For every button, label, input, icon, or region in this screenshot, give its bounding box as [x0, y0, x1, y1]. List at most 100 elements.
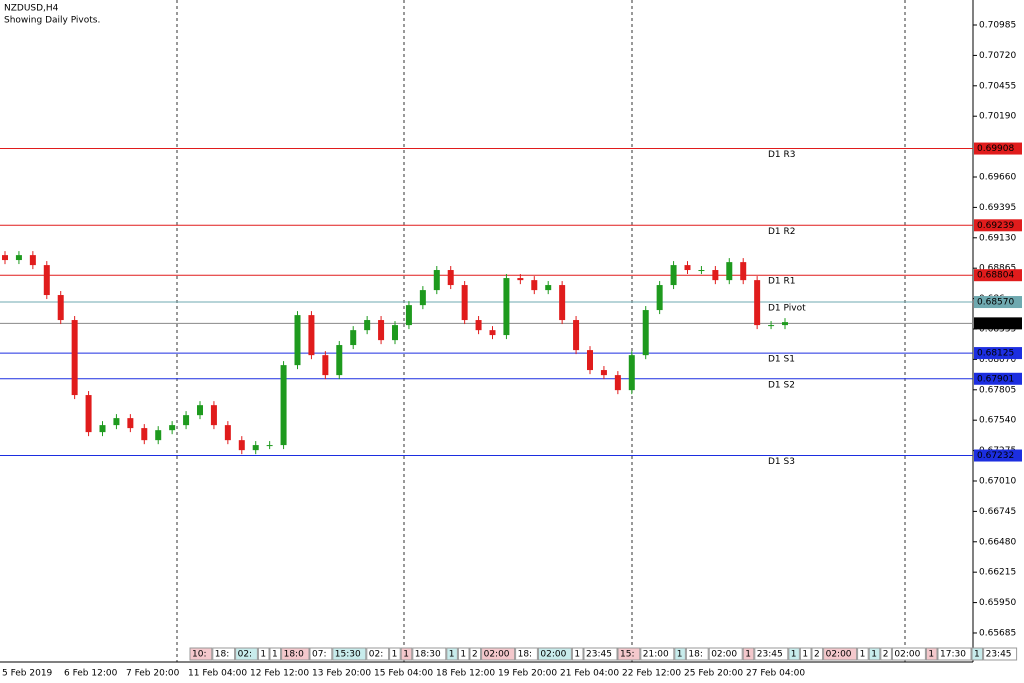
time-marker-box: [880, 647, 892, 661]
x-tick-label: 5 Feb 2019: [2, 669, 53, 679]
candle-body: [15, 255, 22, 261]
time-marker-box: [857, 647, 869, 661]
candle-body: [573, 320, 580, 351]
candle-body: [57, 295, 64, 321]
candle-body: [252, 445, 259, 451]
candle-body: [489, 330, 496, 336]
time-marker-box: [640, 647, 675, 661]
candle-body: [656, 285, 663, 311]
time-marker-box: [446, 647, 458, 661]
time-marker: 15:30: [335, 650, 361, 660]
time-marker-box: [332, 647, 367, 661]
x-tick-label: 27 Feb 04:00: [746, 669, 805, 679]
y-tick-label: 0.67805: [979, 385, 1016, 395]
time-marker-box: [583, 647, 618, 661]
pivot-name: D1 Pivot: [768, 304, 806, 314]
time-marker-box: [799, 647, 812, 661]
candle-body: [503, 278, 510, 336]
price-badge: [974, 296, 1022, 309]
price-badge-label: 0.67901: [977, 374, 1014, 384]
chart-subtitle: Showing Daily Pivots.: [4, 16, 100, 26]
time-marker-box: [571, 647, 584, 661]
x-tick-label: 6 Feb 12:00: [64, 669, 118, 679]
candle-body: [2, 255, 8, 261]
time-marker: 15:: [620, 650, 634, 660]
pivot-name: D1 R3: [768, 150, 796, 160]
y-tick-label: 0.65950: [979, 598, 1016, 608]
time-marker-box: [212, 647, 236, 661]
candle-body: [628, 355, 635, 391]
candle-body: [29, 255, 36, 266]
time-marker: 1: [403, 650, 409, 660]
time-marker: 07:: [312, 650, 326, 660]
candle-body: [419, 290, 426, 306]
time-marker-box: [971, 647, 984, 661]
time-marker-box: [937, 647, 972, 661]
candle-body: [322, 355, 329, 376]
candle-body: [141, 428, 148, 441]
x-tick-label: 15 Feb 04:00: [374, 669, 433, 679]
candle-body: [545, 285, 552, 291]
candle-body: [183, 415, 190, 426]
time-marker-box: [457, 647, 470, 661]
time-marker: 18:: [215, 650, 229, 660]
x-tick-label: 7 Feb 20:00: [126, 669, 180, 679]
time-marker: 02:00: [894, 650, 920, 660]
candle-body: [670, 265, 677, 286]
candle-body: [782, 322, 788, 326]
time-marker-box: [617, 647, 641, 661]
y-tick-label: 0.66480: [979, 537, 1016, 547]
y-tick-label: 0.69130: [979, 233, 1016, 243]
x-tick-label: 19 Feb 20:00: [498, 669, 557, 679]
day-separators: [176, 0, 906, 662]
y-tick-label: 0.69395: [979, 203, 1016, 213]
time-marker-box: [309, 647, 333, 661]
pivot-name: D1 S3: [768, 457, 795, 467]
price-badge: [974, 269, 1022, 282]
time-marker-box: [281, 647, 310, 661]
candle-body: [433, 270, 440, 291]
time-marker: 1: [860, 650, 866, 660]
time-marker: 23:45: [986, 650, 1012, 660]
x-tick-label: 12 Feb 12:00: [250, 669, 309, 679]
candle-body: [392, 325, 398, 341]
time-marker-box: [754, 647, 789, 661]
time-marker-box: [685, 647, 709, 661]
price-badge: [974, 142, 1022, 155]
x-tick-label: 18 Feb 12:00: [436, 669, 495, 679]
y-tick-label: 0.66745: [979, 507, 1016, 517]
candle-body: [85, 395, 92, 433]
candle-body: [587, 350, 593, 371]
y-tick-label: 0.65685: [979, 628, 1016, 638]
price-badge-label: 0.68804: [977, 271, 1014, 281]
y-tick-label: 0.67540: [979, 416, 1016, 426]
y-tick-label: 0.68335: [979, 324, 1016, 334]
time-marker: 1: [392, 650, 398, 660]
time-marker: 1: [974, 650, 980, 660]
time-marker: 1: [460, 650, 466, 660]
y-tick-label: 0.66215: [979, 568, 1016, 578]
time-marker-box: [708, 647, 743, 661]
time-marker-box: [366, 647, 390, 661]
time-marker-box: [235, 647, 258, 661]
time-marker-box: [537, 647, 572, 661]
time-marker: 18:: [518, 650, 532, 660]
y-tick-label: 0.70190: [979, 112, 1016, 122]
candle-body: [768, 325, 775, 327]
candle-body: [378, 320, 385, 341]
candle-body: [740, 262, 747, 281]
time-marker: 02:00: [484, 650, 510, 660]
chart-title: NZDUSD,H4: [4, 4, 59, 14]
y-tick-label: 0.69660: [979, 172, 1016, 182]
x-tick-label: 25 Feb 20:00: [684, 669, 743, 679]
candle-body: [461, 285, 468, 321]
time-marker: 02:00: [826, 650, 852, 660]
time-marker-box: [269, 647, 282, 661]
time-marker-box: [469, 647, 482, 661]
y-tick-label: 0.68865: [979, 264, 1016, 274]
candle-body: [600, 370, 607, 376]
time-marker-box: [189, 647, 213, 661]
